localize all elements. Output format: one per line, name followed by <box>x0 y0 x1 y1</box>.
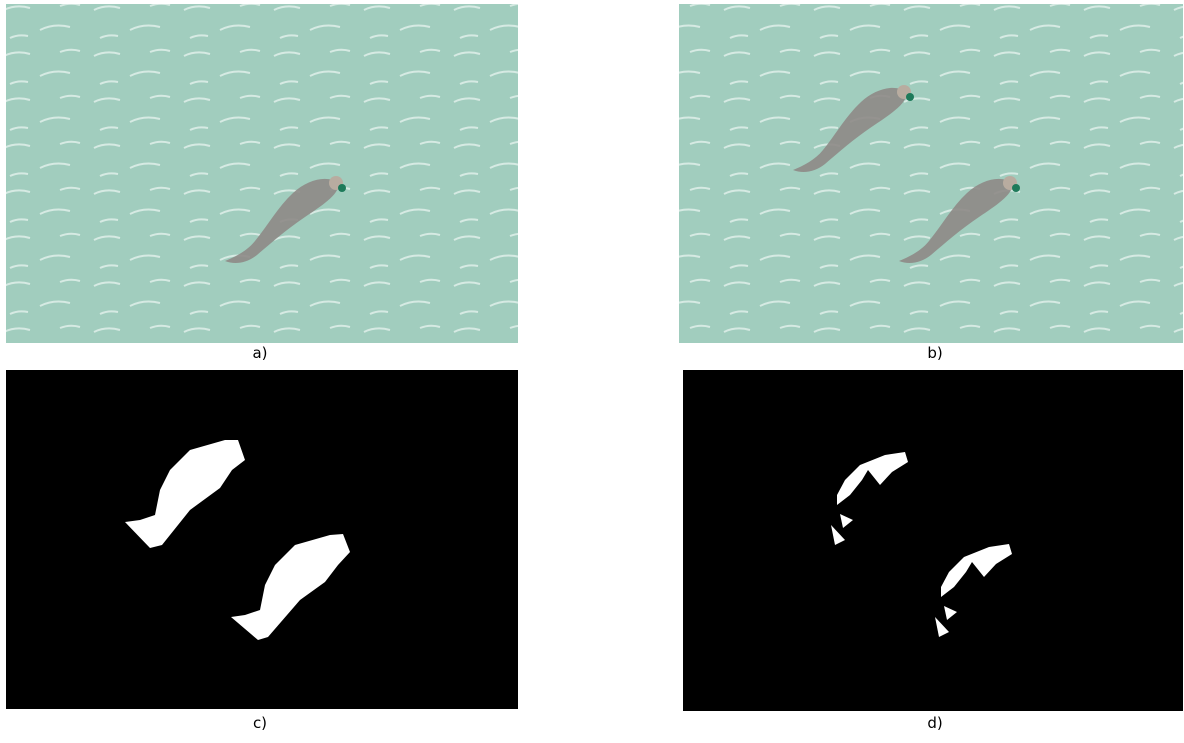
figure: a) b) c) d) <box>0 0 1184 739</box>
panel-label: b) <box>927 344 942 362</box>
panel-label: d) <box>927 714 942 732</box>
panel-c: c) <box>6 370 518 732</box>
panel-a: a) <box>6 4 518 362</box>
panel-label: a) <box>252 344 267 362</box>
photo <box>679 4 1183 343</box>
panel-d: d) <box>683 370 1183 732</box>
panel-label: c) <box>253 714 267 732</box>
panel-b: b) <box>679 4 1183 362</box>
mask <box>6 370 518 709</box>
mask <box>683 370 1183 711</box>
photo <box>6 4 518 343</box>
